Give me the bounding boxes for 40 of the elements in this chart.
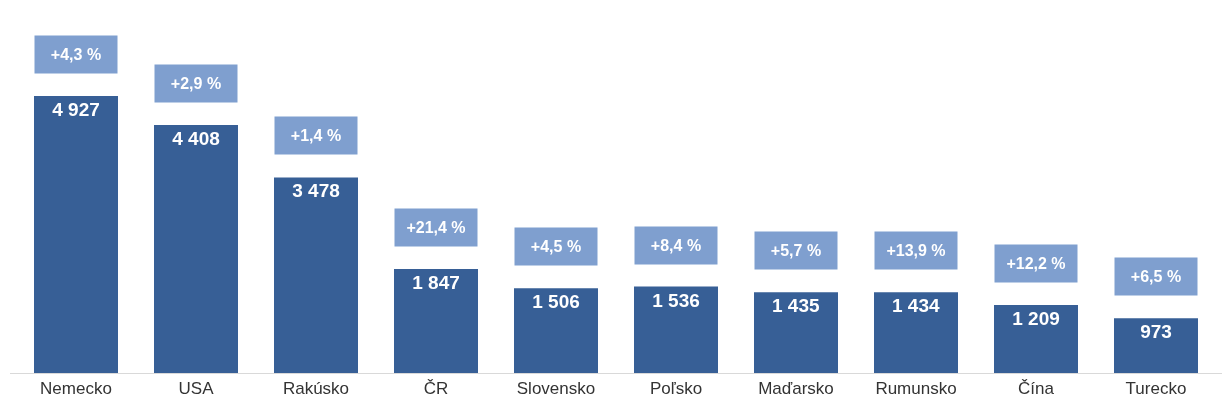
annotation: +5,7 % [770,242,822,259]
annotation: +12,2 % [1006,255,1066,272]
x-tick-label: Turecko [1125,379,1187,399]
data-label: 1 434 [892,295,940,317]
data-label: 1 435 [772,295,820,317]
annotation: +4,3 % [50,46,102,63]
bar [154,125,238,373]
annotation: +13,9 % [886,242,946,259]
x-tick-label: Nemecko [40,379,112,399]
bar [994,305,1078,373]
annotation: +2,9 % [170,75,222,92]
x-tick-label: Poľsko [649,379,703,399]
bar [274,177,358,373]
data-label: 973 [1140,321,1172,343]
bar [514,288,598,373]
data-label: 3 478 [292,180,340,202]
data-label: 1 847 [412,272,460,294]
bar [634,286,718,373]
data-label: 1 536 [652,289,700,311]
data-label: 1 506 [532,291,580,313]
bar [874,292,958,373]
data-label: 1 209 [1012,308,1060,329]
annotation: +8,4 % [650,237,702,254]
x-tick-label: Čína [1018,379,1055,399]
bar [34,95,118,373]
bar [394,269,478,373]
annotation: +21,4 % [406,219,466,236]
data-label: 4 927 [52,98,100,120]
annotation: +4,5 % [530,238,582,255]
x-tick-label: Rakúsko [282,379,350,399]
bar [754,292,838,373]
annotation: +1,4 % [290,127,342,144]
x-tick-label: Rumunsko [875,379,957,399]
x-tick-label: Maďarsko [758,379,834,399]
bar [1114,318,1198,373]
x-tick-label: Slovensko [516,379,596,399]
x-tick-label: ČR [423,379,449,399]
data-label: 4 408 [172,128,220,150]
annotation: +6,5 % [1130,268,1182,285]
x-tick-label: USA [178,379,215,399]
